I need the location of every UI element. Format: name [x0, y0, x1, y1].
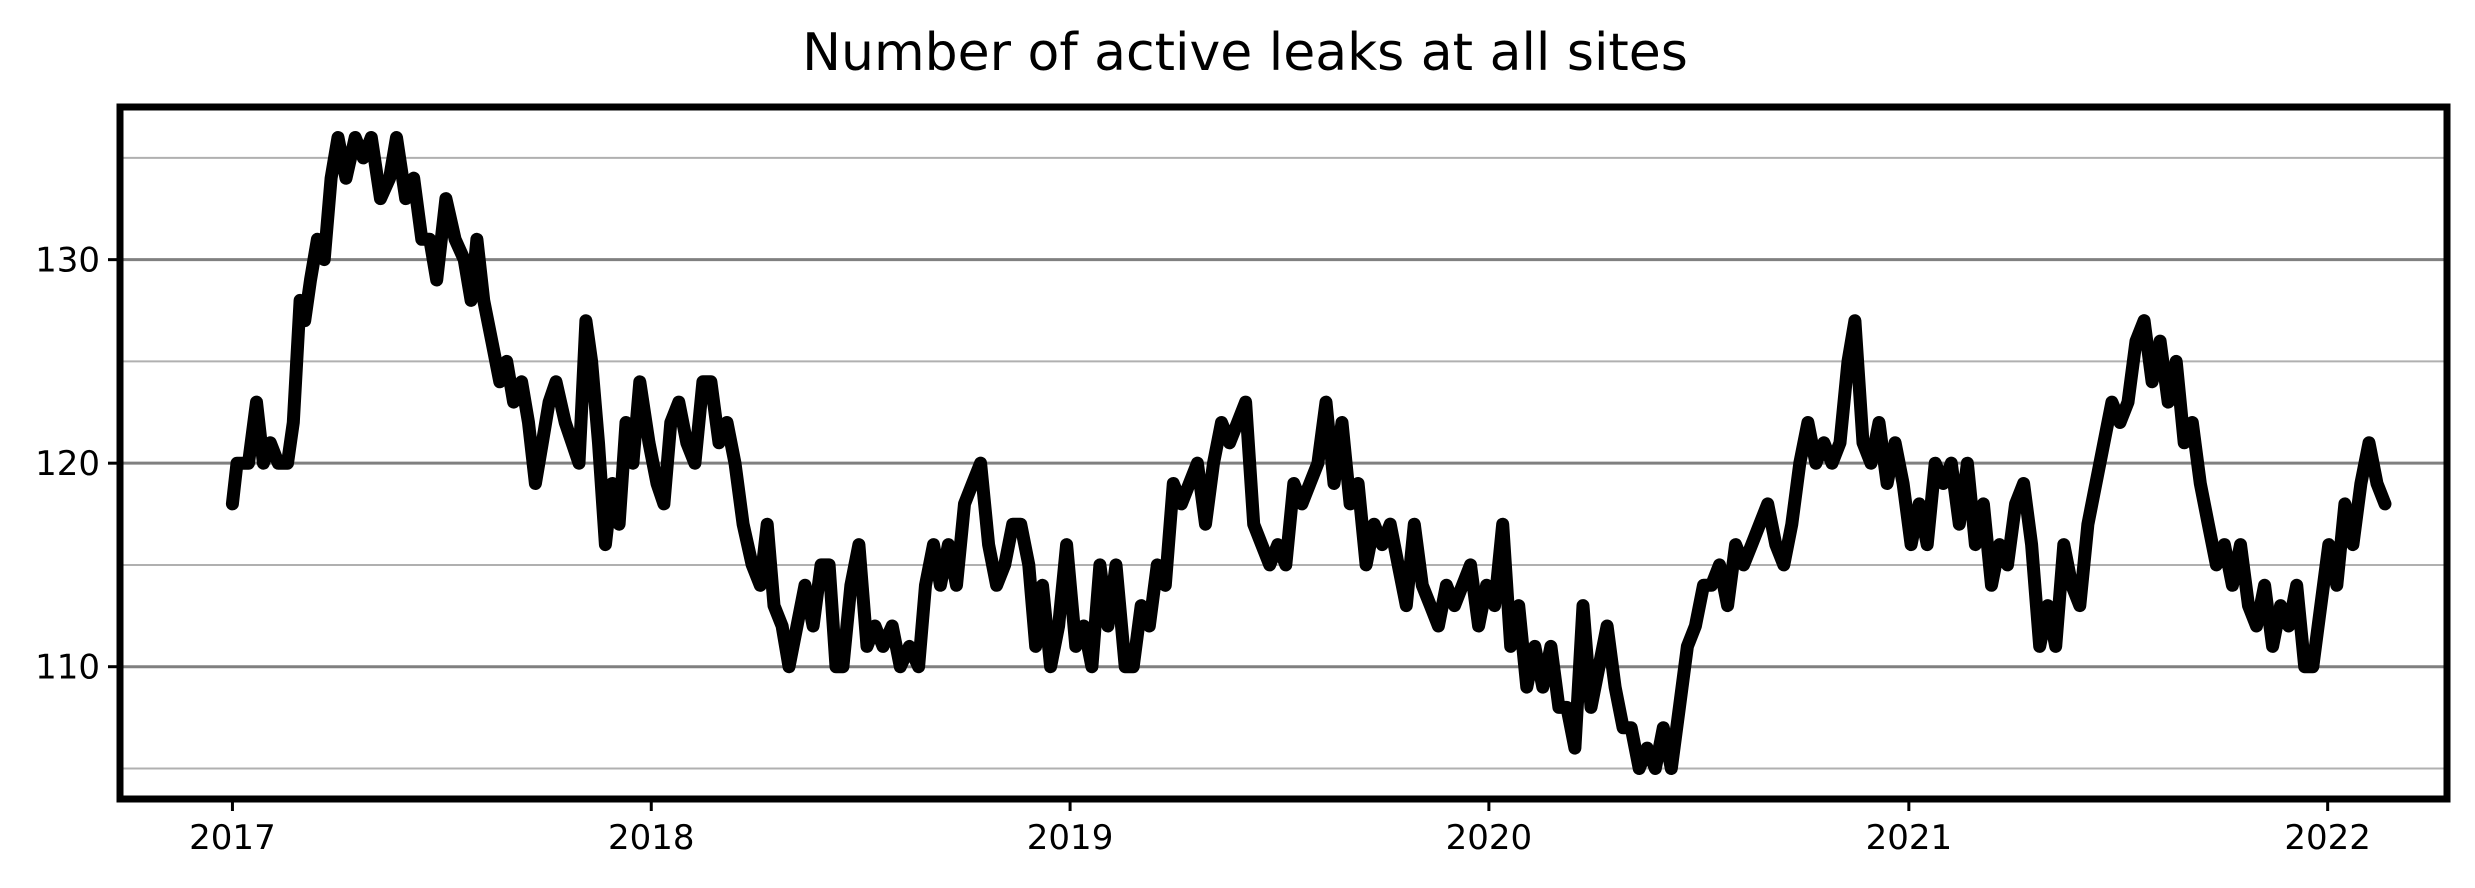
x-tick-label: 2019: [1027, 818, 1114, 858]
y-axis: 110 120 130: [35, 241, 120, 688]
x-tick-label: 2020: [1446, 818, 1533, 858]
chart-title: Number of active leaks at all sites: [802, 23, 1688, 83]
series-line-1: [225, 131, 2392, 775]
x-tick-label: 2018: [608, 818, 695, 858]
y-tick-label: 120: [35, 444, 100, 484]
x-tick-label: 2017: [189, 818, 276, 858]
y-tick-label: 130: [35, 241, 100, 281]
y-tick-label: 110: [35, 648, 100, 688]
x-tick-label: 2021: [1866, 818, 1953, 858]
x-axis: 2017 2018 2019 2020 2021 2022: [189, 799, 2371, 858]
plot-frame: [116, 103, 2451, 803]
series-layer: [225, 131, 2392, 775]
x-tick-label: 2022: [2284, 818, 2371, 858]
